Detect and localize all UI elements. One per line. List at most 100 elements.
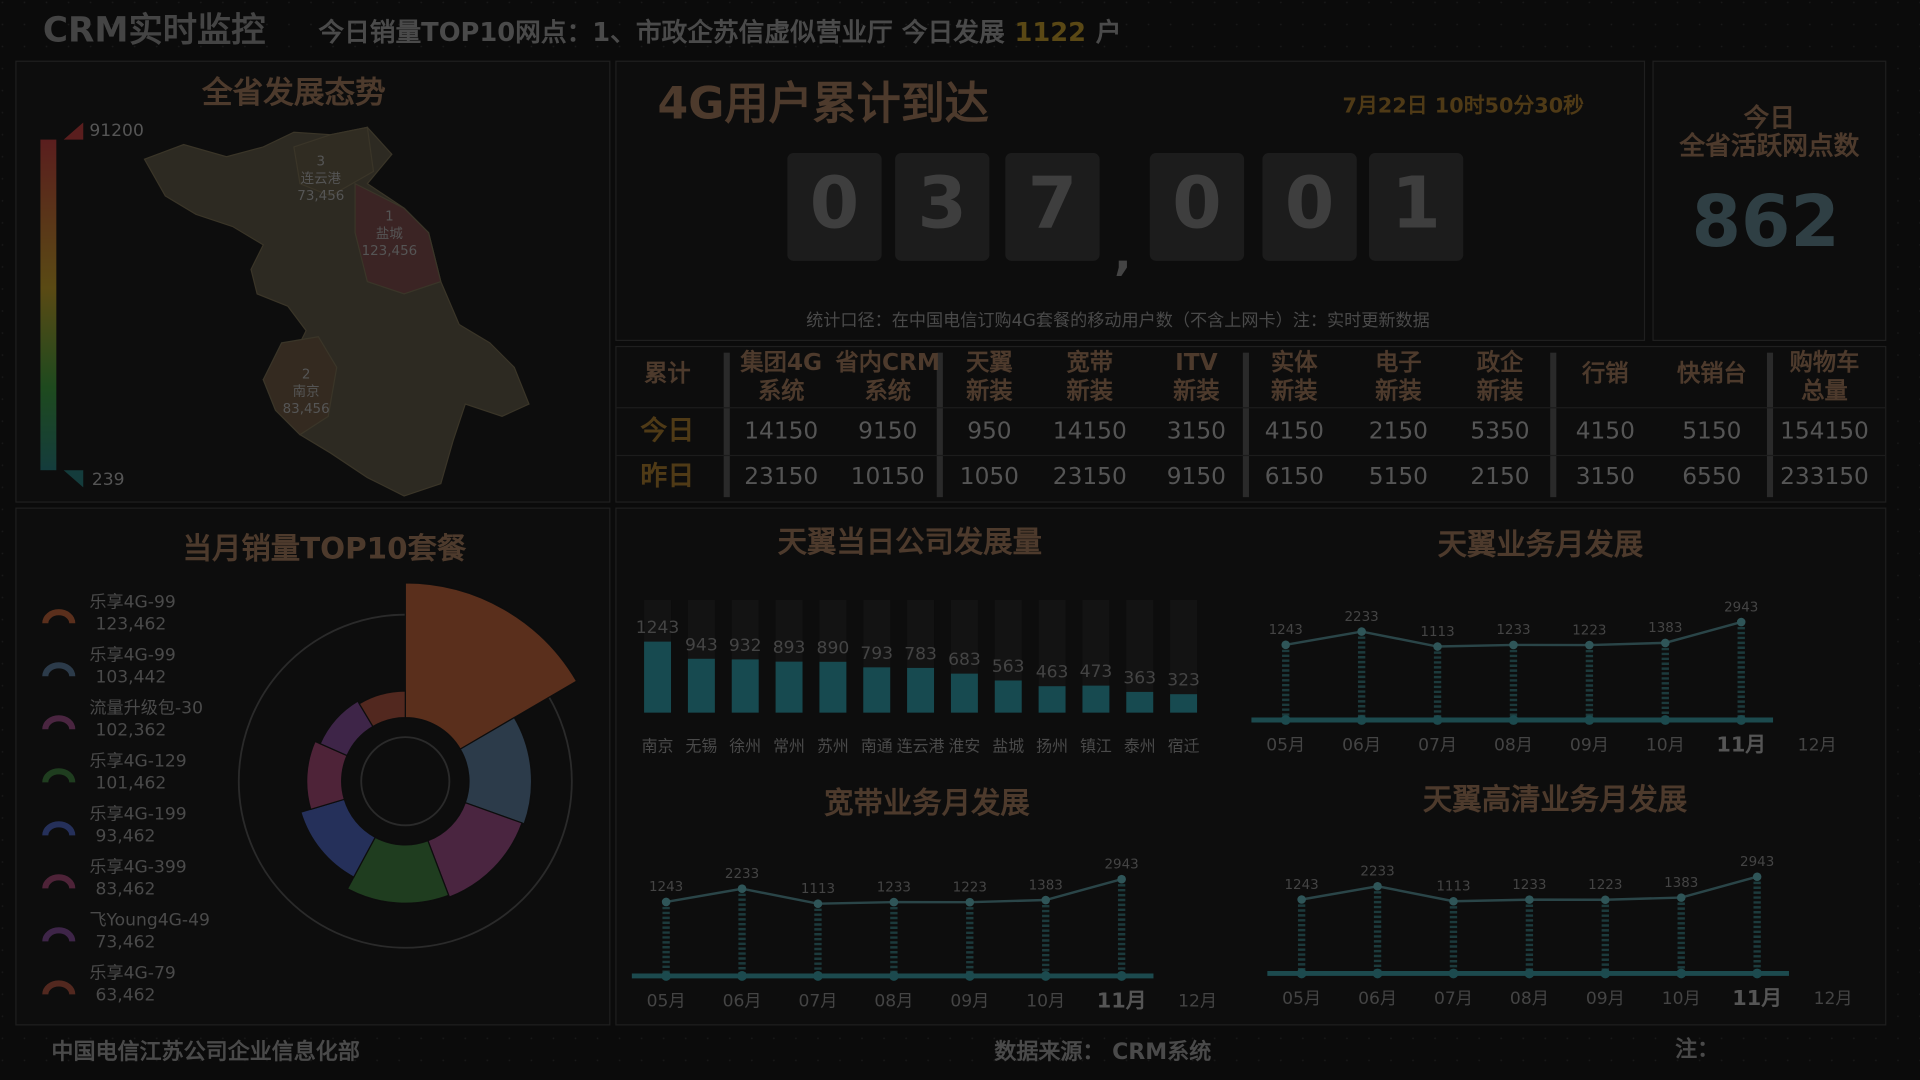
point-label: 1233 [877, 880, 911, 895]
x-tick-label: 常州 [773, 736, 805, 755]
table-header: 电子 [1375, 349, 1422, 376]
legend-name: 乐享4G-199 [89, 805, 186, 825]
table-header: 天翼 [966, 349, 1013, 376]
counter-time: 7月22日 10时50分30秒 [1343, 94, 1585, 118]
point [1736, 617, 1746, 627]
pie-slice [306, 740, 348, 811]
point-label: 1383 [1648, 621, 1682, 636]
point-label: 1223 [953, 881, 987, 896]
base-dot [1356, 715, 1367, 725]
legend-value: 102,362 [96, 721, 167, 741]
x-tick-label: 盐城 [992, 736, 1024, 755]
bar [644, 641, 672, 713]
chart-title: 宽带业务月发展 [824, 786, 1030, 820]
table-cell: 9150 [858, 418, 917, 445]
pie-slice [358, 690, 406, 728]
bar-value-label: 793 [860, 644, 893, 664]
table-cell: 154150 [1780, 418, 1869, 445]
point-label: 1383 [1029, 878, 1063, 893]
bar-value-label: 932 [729, 636, 762, 656]
base-dot [964, 971, 975, 981]
point-label: 1243 [1285, 878, 1319, 893]
x-tick-label: 12月 [1798, 736, 1837, 756]
point-label: 1113 [1436, 880, 1470, 895]
table-cell: 9150 [1167, 463, 1226, 490]
bar-value-label: 893 [773, 638, 806, 658]
x-tick-label: 11月 [1097, 989, 1147, 1013]
map-city: 连云港 [301, 171, 342, 187]
point [1676, 893, 1686, 902]
legend-name: 飞Young4G-49 [89, 911, 210, 931]
point-label: 2943 [1724, 600, 1758, 615]
stats-table: 累计 集团4G系统省内CRM系统天翼新装宽带新装ITV新装实体新装电子新装政企新装… [615, 349, 1886, 498]
counter-note: 统计口径：在中国电信订购4G套餐的移动用户数（不含上网卡）注：实时更新数据 [806, 311, 1430, 331]
digit-box [787, 153, 882, 261]
point [1661, 638, 1670, 648]
point-label: 2943 [1105, 857, 1139, 872]
table-cell: 3150 [1576, 463, 1635, 490]
region-yancheng [354, 182, 442, 295]
base-dot [888, 971, 899, 981]
chart-title: 天翼高清业务月发展 [1423, 782, 1688, 816]
digit-box [1149, 153, 1245, 261]
bar-value-label: 463 [1036, 663, 1069, 683]
table-header: 省内CRM [834, 349, 940, 376]
base-dot [661, 971, 672, 981]
app-title: CRM实时监控 [43, 10, 266, 50]
legend-name: 乐享4G-99 [89, 592, 175, 612]
point-label: 1383 [1664, 876, 1698, 891]
region-lianyungang [293, 126, 375, 197]
point [1297, 895, 1306, 904]
scale-bar [40, 139, 57, 471]
map-value: 73,456 [297, 189, 344, 204]
footer-source: 数据来源： CRM系统 [994, 1039, 1211, 1065]
point-label: 1243 [649, 880, 683, 895]
x-tick-label: 06月 [1358, 989, 1397, 1009]
table-header: 新装 [966, 377, 1013, 404]
bar-value-label: 890 [817, 638, 850, 658]
pie-slice [319, 700, 374, 757]
base-dot [1600, 968, 1611, 979]
x-tick-label: 11月 [1716, 733, 1766, 757]
trend-panel [615, 507, 1887, 1026]
x-tick-label: 07月 [798, 992, 837, 1012]
point [813, 899, 823, 908]
base-dot [1448, 968, 1459, 979]
column-divider [1242, 352, 1249, 498]
table-cell: 2150 [1369, 418, 1428, 445]
point [1752, 872, 1762, 882]
x-tick-label: 06月 [1342, 736, 1381, 756]
point-label: 1223 [1588, 878, 1622, 893]
x-tick-label: 07月 [1434, 989, 1473, 1009]
table-cell: 233150 [1780, 463, 1869, 490]
chart-title: 天翼业务月发展 [1438, 528, 1644, 562]
legend-value: 103,442 [96, 668, 167, 688]
x-tick-label: 泰州 [1124, 736, 1156, 755]
bar [1126, 691, 1154, 713]
base-dot [1736, 715, 1747, 725]
digit: 7 [1028, 162, 1077, 245]
point [1449, 896, 1458, 906]
scale-bottom-arrow [63, 470, 84, 488]
point-label: 1233 [1512, 878, 1546, 893]
map-value: 123,456 [362, 244, 418, 259]
x-tick-label: 08月 [874, 992, 913, 1012]
x-tick-label: 12月 [1178, 992, 1217, 1012]
point-label: 1113 [1420, 625, 1454, 640]
x-tick-label: 05月 [1266, 736, 1305, 756]
point-label: 2943 [1740, 855, 1774, 870]
ticker-text: 今日销量TOP10网点：1、市政企苏信虚似营业厅 今日发展 [318, 17, 1005, 48]
table-header: ITV [1175, 349, 1218, 376]
legend-icon [42, 980, 76, 995]
x-tick-label: 09月 [1570, 736, 1609, 756]
point [965, 897, 975, 907]
table-cell: 6150 [1265, 463, 1324, 490]
ticker-unit: 户 [1096, 17, 1122, 48]
bar [1170, 694, 1198, 713]
legend-name: 乐享4G-399 [89, 858, 186, 878]
x-tick-label: 07月 [1418, 736, 1457, 756]
point [1525, 895, 1534, 904]
x-tick-label: 无锡 [685, 736, 717, 755]
x-tick-label: 淮安 [948, 736, 980, 755]
